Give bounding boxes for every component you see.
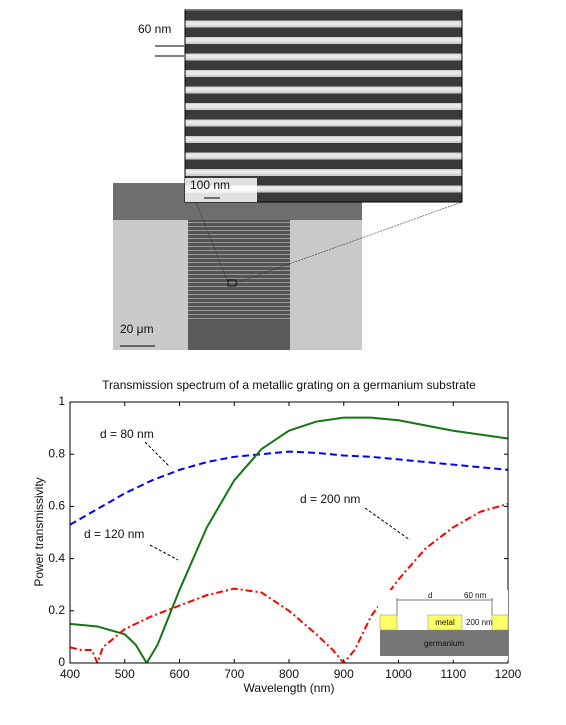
series-line (70, 450, 508, 526)
inset-label: 60 nm (464, 591, 487, 600)
inset: d 60 nm metal 200 nm germanium (378, 590, 509, 660)
zoom-image: 100 nm 60 nm (138, 9, 463, 203)
annotation: d = 80 nm (100, 427, 154, 441)
y-tick-label: 1 (58, 394, 65, 408)
inset-label: 200 nm (466, 618, 493, 627)
overview-image: 20 μm (113, 183, 362, 350)
y-tick-label: 0 (58, 655, 65, 669)
x-tick-label: 1000 (385, 667, 412, 681)
x-tick-label: 1200 (495, 667, 522, 681)
x-tick-label: 700 (224, 667, 244, 681)
inset-label: d (428, 591, 432, 600)
y-tick-label: 0.6 (48, 499, 65, 513)
inset-label: metal (435, 618, 455, 627)
y-tick-label: 0.2 (48, 603, 65, 617)
y-tick-label: 0.4 (48, 551, 65, 565)
x-tick-label: 500 (115, 667, 135, 681)
series-line (70, 502, 508, 663)
x-tick-label: 900 (334, 667, 354, 681)
x-axis-label: Wavelength (nm) (244, 681, 335, 695)
scale-label: 100 nm (190, 178, 230, 192)
x-tick-label: 1100 (440, 667, 466, 681)
x-tick-label: 400 (60, 667, 80, 681)
inset-label: germanium (424, 639, 464, 648)
annotation: d = 120 nm (84, 527, 144, 541)
scale-label: 20 μm (120, 322, 154, 336)
y-tick-label: 0.8 (48, 446, 65, 460)
series-line (70, 416, 508, 663)
annotation: d = 200 nm (300, 492, 360, 506)
x-tick-label: 600 (169, 667, 189, 681)
scale-label: 60 nm (138, 22, 171, 36)
chart: Transmission spectrum of a metallic grat… (32, 378, 521, 695)
y-axis-label: Power transmissivity (32, 477, 46, 586)
axes-box (69, 401, 509, 664)
chart-title: Transmission spectrum of a metallic grat… (102, 378, 476, 392)
x-tick-label: 800 (279, 667, 299, 681)
plot (70, 416, 508, 663)
